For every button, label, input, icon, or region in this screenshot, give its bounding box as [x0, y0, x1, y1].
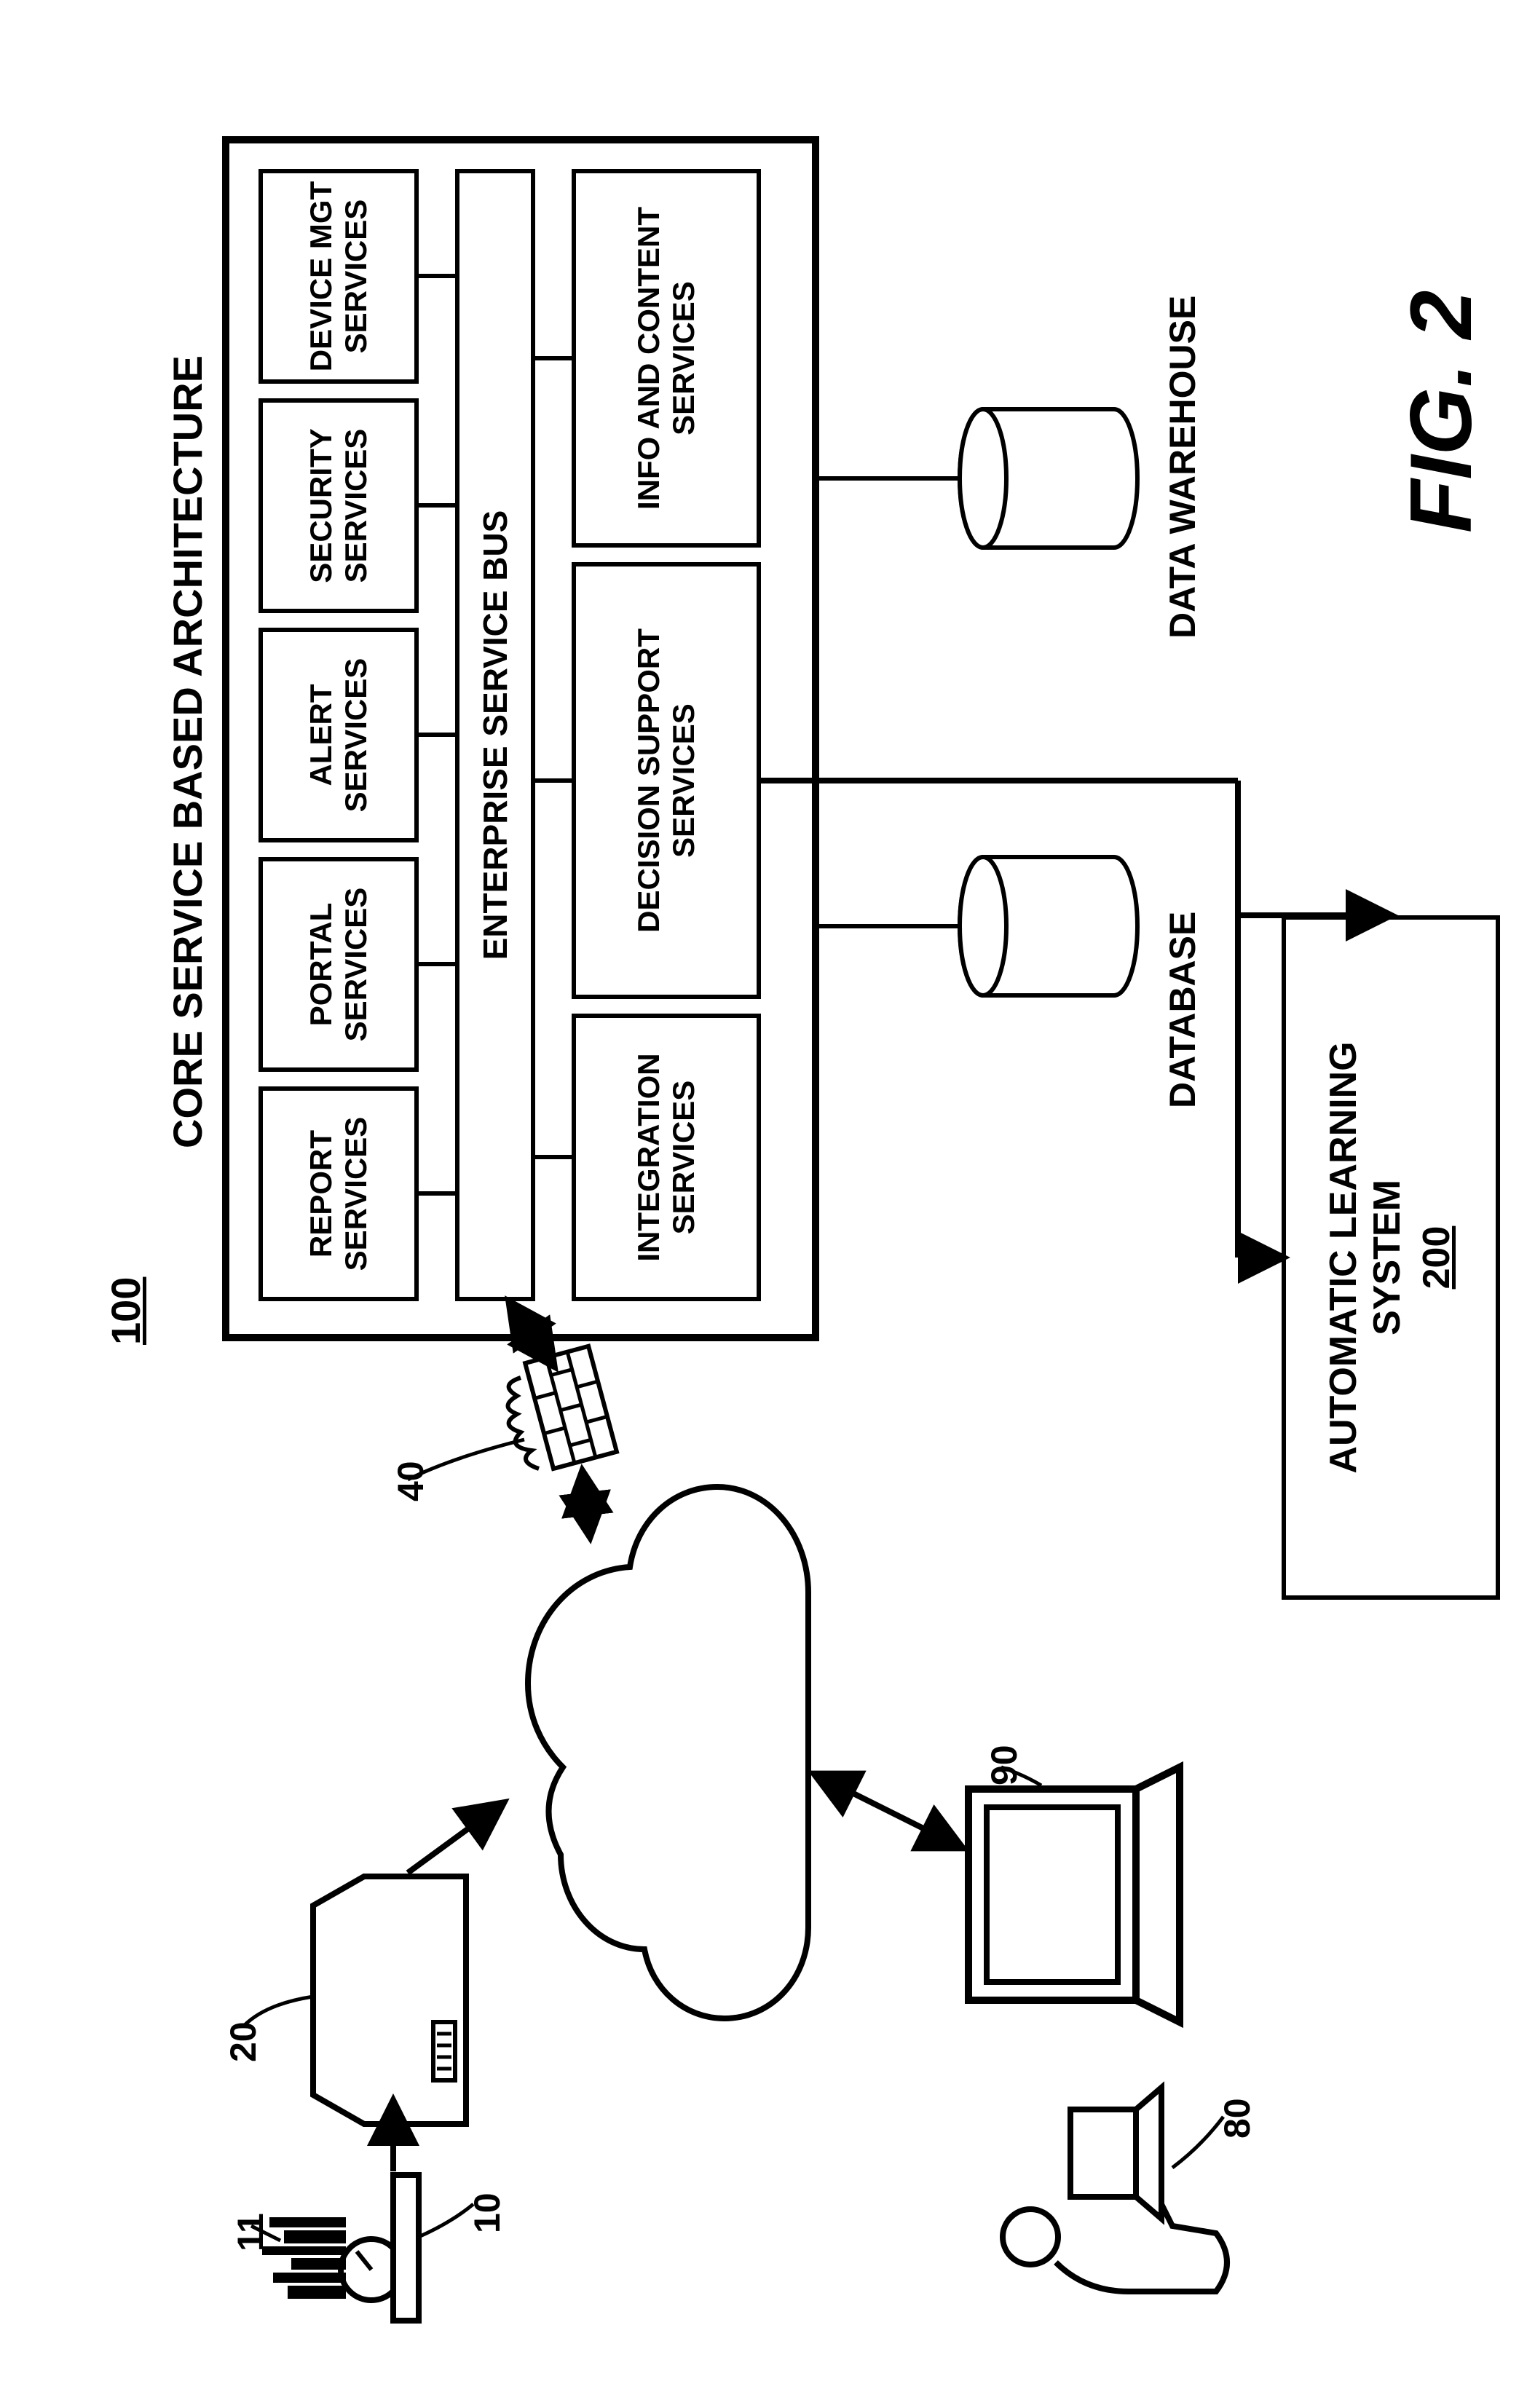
meter-icon — [262, 2175, 419, 2321]
data-warehouse-icon — [960, 409, 1137, 548]
monitor-icon — [968, 1767, 1180, 2022]
person-icon — [1003, 2088, 1227, 2291]
database-icon — [960, 857, 1137, 995]
network-cloud-icon — [528, 1487, 808, 2018]
diagram-svg — [0, 0, 1535, 2408]
buildings-icon — [262, 2217, 346, 2299]
firewall-icon — [508, 1346, 617, 1469]
gateway-icon — [313, 1876, 466, 2124]
